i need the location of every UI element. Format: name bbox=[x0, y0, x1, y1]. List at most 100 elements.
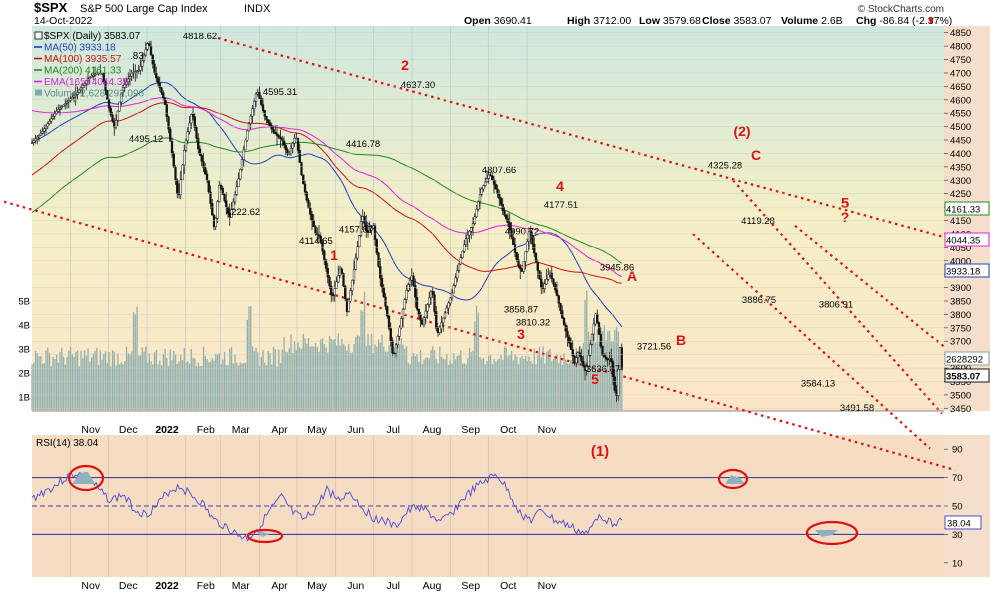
price-series bbox=[30, 40, 623, 403]
candle-body bbox=[310, 214, 314, 221]
chart-date: 14-Oct-2022 bbox=[34, 15, 93, 27]
volume-bar bbox=[477, 312, 479, 410]
candle-body bbox=[148, 43, 151, 47]
volume-bar bbox=[460, 350, 462, 410]
candle-body bbox=[253, 101, 256, 110]
candle-body bbox=[566, 330, 569, 338]
month-label-rsi: Dec bbox=[119, 580, 138, 591]
candle-body bbox=[494, 184, 497, 190]
value-tag-text: 3933.18 bbox=[946, 267, 980, 278]
price-label: 3945.86 bbox=[600, 262, 634, 273]
volume-bar bbox=[314, 342, 317, 410]
candle-body bbox=[531, 234, 534, 245]
candle-body bbox=[289, 148, 293, 154]
price-label: 4637.30 bbox=[401, 80, 435, 91]
candle-body bbox=[281, 138, 284, 141]
lower-trendline bbox=[3, 200, 956, 472]
volume-bar bbox=[33, 362, 35, 410]
volume-bar bbox=[491, 363, 493, 410]
candle-body bbox=[202, 161, 205, 168]
volume-bar bbox=[461, 363, 464, 410]
volume-bar bbox=[306, 343, 308, 410]
value-tag-text: 3583.07 bbox=[946, 372, 980, 383]
candle-body bbox=[144, 49, 147, 56]
candle-body bbox=[582, 361, 585, 367]
volume-bar bbox=[474, 321, 476, 410]
volume-bar bbox=[594, 342, 597, 410]
candle-body bbox=[279, 136, 282, 139]
legend-entry: Volume 2,628,292,096 bbox=[44, 89, 145, 100]
candle-body bbox=[90, 76, 93, 78]
candle-body bbox=[237, 178, 240, 188]
candle-body bbox=[368, 230, 371, 233]
candle-body bbox=[116, 110, 119, 121]
volume-bar bbox=[535, 364, 537, 410]
volume-bar bbox=[265, 365, 268, 410]
candle-body bbox=[620, 347, 623, 370]
candle-body bbox=[431, 291, 434, 296]
volume-bar bbox=[358, 336, 360, 410]
volume-bar bbox=[346, 350, 348, 410]
candle-body bbox=[575, 357, 578, 363]
volume-bar bbox=[388, 345, 390, 410]
candle-body bbox=[170, 140, 174, 154]
price-tick-label: 4450 bbox=[950, 136, 971, 147]
wave-label: B bbox=[676, 332, 686, 348]
price-tick-label: 3850 bbox=[950, 297, 971, 308]
month-label-rsi: May bbox=[307, 580, 328, 591]
candle-body bbox=[498, 193, 501, 199]
volume-bar bbox=[69, 346, 72, 410]
exchange: INDX bbox=[244, 3, 271, 15]
candle-body bbox=[604, 356, 608, 360]
candle-body bbox=[569, 342, 573, 350]
candle-body bbox=[239, 168, 242, 180]
price-tick-label: 3750 bbox=[950, 323, 971, 334]
volume-bar bbox=[45, 350, 47, 410]
candle-body bbox=[79, 87, 83, 91]
volume-bar bbox=[199, 365, 201, 410]
candle-body bbox=[198, 148, 202, 156]
volume-bar bbox=[472, 350, 474, 410]
candle-body bbox=[522, 261, 525, 272]
candle-body bbox=[400, 318, 403, 329]
highlight-circle bbox=[246, 528, 284, 544]
ohlc-field: Chg -86.84 (-2.37%) bbox=[856, 15, 952, 27]
month-label-rsi: Oct bbox=[500, 580, 516, 591]
candle-body bbox=[240, 159, 244, 170]
candle-body bbox=[617, 368, 620, 396]
candle-body bbox=[324, 259, 328, 269]
candle-body bbox=[610, 357, 613, 362]
volume-bar bbox=[209, 361, 212, 410]
price-axis-panel bbox=[944, 26, 990, 411]
volume-bar bbox=[579, 346, 581, 410]
candle-body bbox=[512, 236, 515, 245]
volume-bar bbox=[57, 362, 59, 410]
wave-label: A bbox=[627, 268, 637, 284]
candle-body bbox=[64, 103, 67, 106]
month-label: Jun bbox=[347, 424, 364, 436]
candle-body bbox=[219, 185, 223, 189]
volume-bar bbox=[171, 360, 173, 410]
volume-bar bbox=[260, 356, 262, 410]
volume-bar bbox=[181, 360, 184, 410]
volume-bar bbox=[125, 346, 128, 410]
candle-body bbox=[517, 259, 520, 267]
candle-body bbox=[156, 77, 160, 84]
candle-body bbox=[225, 200, 228, 208]
volume-bar bbox=[521, 355, 523, 410]
candle-body bbox=[377, 252, 380, 267]
volume-bar bbox=[313, 346, 315, 410]
candle-body bbox=[184, 140, 188, 151]
volume-bar bbox=[475, 305, 478, 410]
candle-body bbox=[464, 238, 468, 246]
volume-bar bbox=[605, 340, 607, 410]
volume-bar bbox=[118, 364, 121, 410]
volume-bar bbox=[510, 350, 513, 410]
price-label: 4090.72 bbox=[505, 226, 539, 237]
candle-body bbox=[564, 324, 567, 332]
volume-bar bbox=[537, 354, 539, 410]
volume-bar bbox=[258, 366, 261, 410]
volume-bar bbox=[400, 338, 402, 410]
candle-body bbox=[611, 361, 615, 377]
candle-body bbox=[433, 294, 436, 312]
